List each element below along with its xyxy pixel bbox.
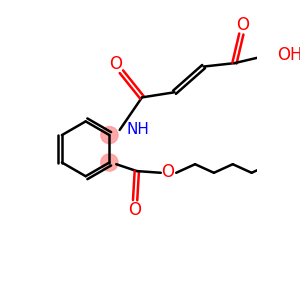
Circle shape [101, 154, 118, 171]
Circle shape [101, 127, 118, 144]
Text: O: O [128, 201, 141, 219]
Text: OH: OH [277, 46, 300, 64]
Text: NH: NH [127, 122, 149, 137]
Text: O: O [236, 16, 249, 34]
Text: O: O [161, 163, 174, 181]
Text: O: O [109, 55, 122, 73]
